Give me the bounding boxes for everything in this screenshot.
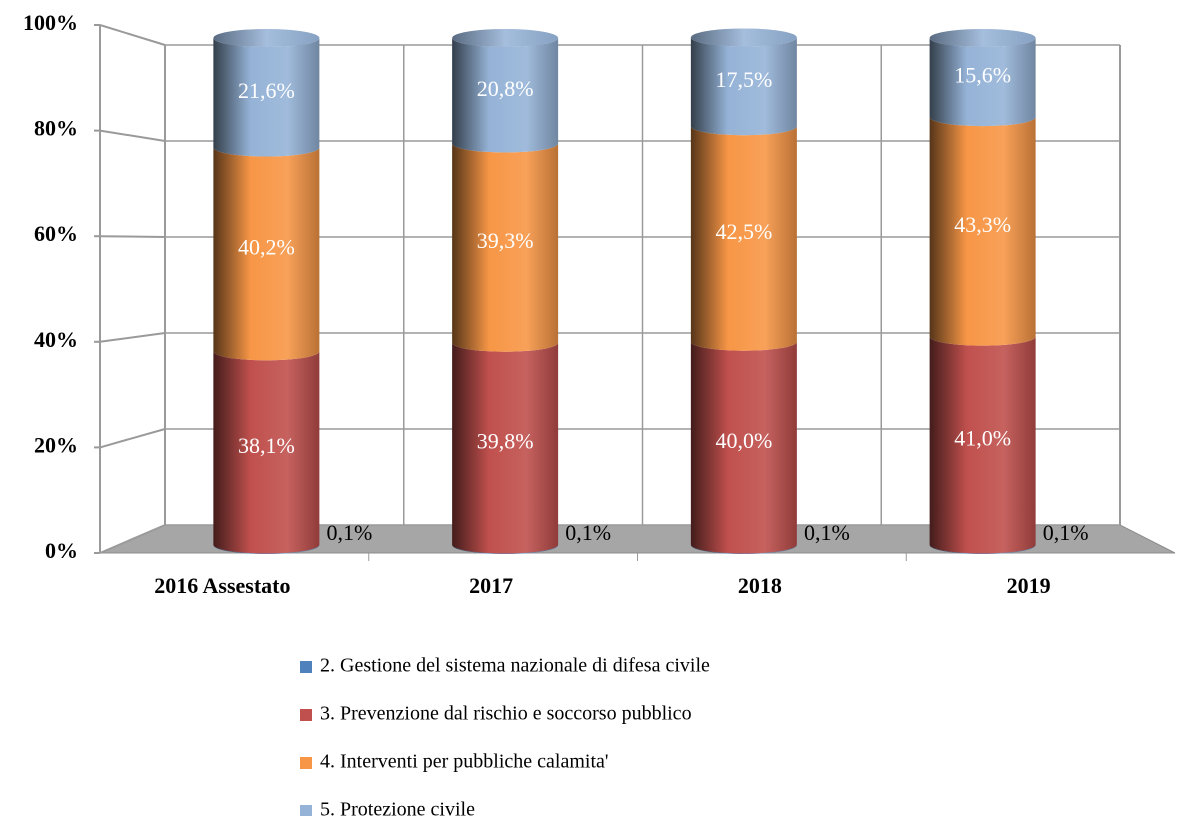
cylinder-segment — [929, 336, 1036, 554]
legend-swatch — [300, 757, 312, 769]
y-tick-label: 0% — [45, 538, 78, 563]
value-label: 21,6% — [238, 78, 295, 103]
grid-connector — [99, 129, 166, 142]
value-label: 40,2% — [238, 234, 295, 259]
x-tick-label: 2018 — [738, 573, 782, 598]
value-label: 0,1% — [804, 520, 850, 545]
legend-swatch — [300, 805, 312, 816]
grid-connector — [99, 235, 166, 238]
legend-label: 3. Prevenzione dal rischio e soccorso pu… — [320, 703, 692, 725]
value-label: 42,5% — [715, 219, 772, 244]
legend-label: 4. Interventi per pubbliche calamita' — [320, 751, 609, 773]
legend-label: 2. Gestione del sistema nazionale di dif… — [320, 655, 710, 677]
x-tick-label: 2019 — [1007, 573, 1051, 598]
value-label: 39,3% — [477, 228, 534, 253]
grid-connector — [99, 428, 166, 449]
value-label: 40,0% — [715, 428, 772, 453]
x-tick-label: 2017 — [469, 573, 513, 598]
cylinder-segment — [213, 351, 320, 554]
value-label: 17,5% — [715, 67, 772, 92]
value-label: 0,1% — [326, 520, 372, 545]
value-label: 41,0% — [954, 426, 1011, 451]
value-label: 39,8% — [477, 429, 534, 454]
cylinder-segment — [213, 38, 320, 157]
cylinder-segment — [690, 341, 797, 554]
y-tick-label: 20% — [34, 432, 78, 457]
value-label: 0,1% — [1043, 520, 1089, 545]
value-label: 20,8% — [477, 76, 534, 101]
cylinder-segment — [690, 126, 797, 351]
cylinder-top — [452, 29, 559, 47]
grid-connector — [99, 332, 166, 343]
cylinder-segment — [929, 38, 1036, 127]
cylinder-segment — [929, 117, 1036, 346]
y-tick-label: 60% — [34, 221, 78, 246]
cylinder-top — [690, 28, 797, 47]
grid-connector — [99, 524, 166, 554]
value-label: 43,3% — [954, 212, 1011, 237]
y-tick-label: 100% — [23, 10, 78, 35]
cylinder-top — [213, 29, 320, 47]
legend-label: 5. Protezione civile — [320, 799, 475, 816]
cylinder-segment — [452, 38, 559, 153]
cylinder-segment — [690, 37, 797, 136]
cylinder-top — [929, 29, 1036, 47]
x-tick-label: 2016 Assestato — [154, 573, 290, 598]
grid-connector — [99, 24, 166, 46]
cylinder-segment — [452, 143, 559, 352]
cylinder-segment — [213, 147, 320, 361]
legend-swatch — [300, 661, 312, 673]
value-label: 15,6% — [954, 63, 1011, 88]
value-label: 38,1% — [238, 433, 295, 458]
y-tick-label: 80% — [34, 116, 78, 141]
value-label: 0,1% — [565, 520, 611, 545]
legend-swatch — [300, 709, 312, 721]
cylinder-segment — [452, 342, 559, 554]
y-tick-label: 40% — [34, 327, 78, 352]
